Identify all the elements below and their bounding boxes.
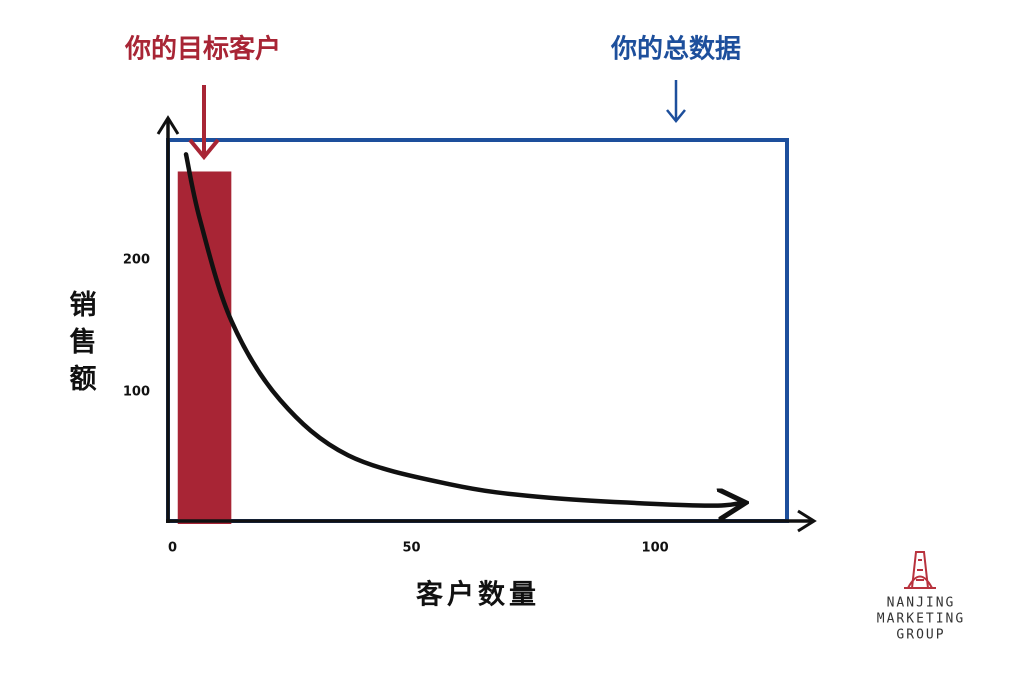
y-axis-arrow: [156, 115, 180, 135]
annotation-arrow-head: [188, 138, 220, 161]
x-tick-label: 100: [642, 541, 669, 556]
annotation: 你的总数据: [610, 34, 741, 65]
x-axis-label: 客户数量: [416, 579, 540, 611]
x-tick-label: 50: [403, 541, 421, 556]
x-tick-label: 0: [168, 541, 177, 556]
annotation-arrow-head: [666, 109, 686, 123]
logo-text: GROUP: [896, 628, 945, 643]
logo: NANJING MARKETING GROUP: [877, 551, 965, 643]
total-data-box: [166, 138, 789, 523]
logo-text: MARKETING: [877, 612, 965, 627]
x-axis-arrow: [797, 509, 817, 533]
y-tick-label: 200: [123, 252, 150, 267]
logo-icon: [904, 551, 936, 589]
y-tick-label: 100: [123, 384, 150, 399]
logo-text: NANJING: [887, 596, 956, 611]
y-axis-label: 销售额: [65, 290, 97, 401]
bar: [177, 171, 232, 525]
line: [183, 152, 743, 505]
annotation: 你的目标客户: [124, 34, 281, 65]
